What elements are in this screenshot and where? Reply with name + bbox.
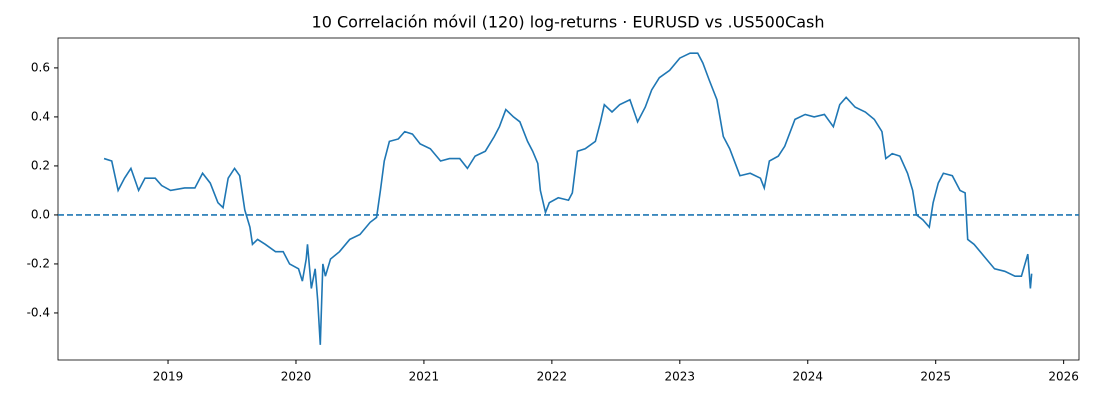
y-tick-label: 0.6 bbox=[31, 60, 50, 74]
y-tick-label: 0.2 bbox=[31, 158, 50, 172]
x-tick-label: 2025 bbox=[920, 370, 951, 384]
x-tick-label: 2022 bbox=[537, 370, 568, 384]
plot-frame bbox=[57, 37, 1080, 361]
x-tick-label: 2019 bbox=[153, 370, 184, 384]
line-series bbox=[103, 52, 1033, 345]
y-tick-label: 0.0 bbox=[31, 207, 50, 221]
x-tick-label: 2024 bbox=[792, 370, 823, 384]
x-tick-label: 2023 bbox=[665, 370, 696, 384]
x-tick-label: 2021 bbox=[409, 370, 440, 384]
x-tick-label: 2020 bbox=[281, 370, 312, 384]
y-tick-label: 0.4 bbox=[31, 109, 50, 123]
chart-title: 10 Correlación móvil (120) log-returns ·… bbox=[312, 13, 825, 32]
x-tick-label: 2026 bbox=[1048, 370, 1079, 384]
y-tick-label: -0.4 bbox=[27, 305, 50, 319]
y-tick-label: -0.2 bbox=[27, 256, 50, 270]
